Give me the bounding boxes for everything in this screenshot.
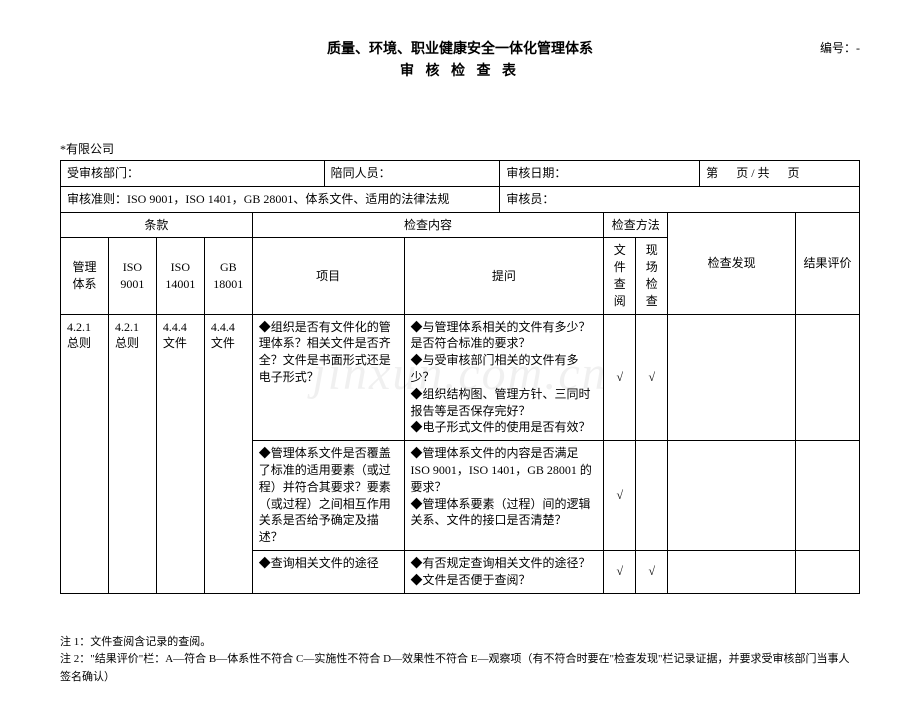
date-cell: 审核日期：	[500, 160, 700, 186]
col-findings: 检查发现	[668, 212, 796, 314]
cell-gb18001: 4.4.4 文件	[204, 314, 252, 593]
col-clause-group: 条款	[61, 212, 253, 238]
footnote-2: 注 2："结果评价"栏：A—符合 B—体系性不符合 C—实施性不符合 D—效果性…	[60, 651, 860, 686]
doc-no-label: 编号：	[820, 41, 856, 55]
cell-iso9001: 4.2.1 总则	[108, 314, 156, 593]
page-cell: 第 页 / 共 页	[700, 160, 860, 186]
cell-iso14001: 4.4.4 文件	[156, 314, 204, 593]
criteria-label: 审核准则：	[67, 192, 127, 206]
footnotes: 注 1：文件查阅含记录的查阅。 注 2："结果评价"栏：A—符合 B—体系性不符…	[60, 634, 860, 687]
cell-site: √	[636, 550, 668, 593]
col-site-check: 现场检查	[636, 238, 668, 314]
col-iso9001: ISO 9001	[108, 238, 156, 314]
col-question: 提问	[404, 238, 604, 314]
criteria-value: ISO 9001，ISO 1401，GB 28001、体系文件、适用的法律法规	[127, 192, 449, 206]
cell-item: ◆管理体系文件是否覆盖了标准的适用要素（或过程）并符合其要求？要素（或过程）之间…	[252, 441, 404, 551]
page-prefix: 第	[706, 166, 718, 180]
cell-result	[796, 441, 860, 551]
cell-item: ◆查询相关文件的途径	[252, 550, 404, 593]
page-suffix: 页	[788, 166, 800, 180]
col-doc-review: 文件查阅	[604, 238, 636, 314]
col-mgmt: 管理体系	[61, 238, 109, 314]
cell-result	[796, 314, 860, 441]
auditor-cell: 审核员：	[500, 186, 860, 212]
cell-site	[636, 441, 668, 551]
footnote-1: 注 1：文件查阅含记录的查阅。	[60, 634, 860, 652]
doc-no-value: -	[856, 41, 860, 55]
criteria-cell: 审核准则：ISO 9001，ISO 1401，GB 28001、体系文件、适用的…	[61, 186, 500, 212]
table-row: 4.2.1 总则 4.2.1 总则 4.4.4 文件 4.4.4 文件 ◆组织是…	[61, 314, 860, 441]
doc-number: 编号：-	[820, 40, 860, 57]
cell-findings	[668, 314, 796, 441]
cell-question: ◆有否规定查询相关文件的途径？ ◆文件是否便于查阅？	[404, 550, 604, 593]
cell-findings	[668, 441, 796, 551]
cell-doc: √	[604, 441, 636, 551]
cell-item: ◆组织是否有文件化的管理体系？相关文件是否齐全？文件是书面形式还是电子形式？	[252, 314, 404, 441]
col-result: 结果评价	[796, 212, 860, 314]
page-mid: 页 / 共	[736, 166, 769, 180]
cell-question: ◆管理体系文件的内容是否满足 ISO 9001，ISO 1401，GB 2800…	[404, 441, 604, 551]
col-check-content: 检查内容	[252, 212, 604, 238]
col-iso14001: ISO 14001	[156, 238, 204, 314]
company-name: *有限公司	[60, 141, 860, 158]
cell-result	[796, 550, 860, 593]
cell-findings	[668, 550, 796, 593]
meta-table: 受审核部门： 陪同人员： 审核日期： 第 页 / 共 页 审核准则：ISO 90…	[60, 160, 860, 213]
cell-doc: √	[604, 314, 636, 441]
cell-doc: √	[604, 550, 636, 593]
cell-mgmt: 4.2.1 总则	[61, 314, 109, 593]
col-item: 项目	[252, 238, 404, 314]
title-main: 质量、环境、职业健康安全一体化管理体系	[60, 40, 860, 60]
header: 质量、环境、职业健康安全一体化管理体系 审 核 检 查 表 编号：-	[60, 40, 860, 81]
col-gb18001: GB 18001	[204, 238, 252, 314]
cell-question: ◆与管理体系相关的文件有多少？是否符合标准的要求？ ◆与受审核部门相关的文件有多…	[404, 314, 604, 441]
accompany-cell: 陪同人员：	[324, 160, 500, 186]
cell-site: √	[636, 314, 668, 441]
dept-cell: 受审核部门：	[61, 160, 325, 186]
main-table: 条款 检查内容 检查方法 检查发现 结果评价 管理体系 ISO 9001 ISO…	[60, 212, 860, 594]
title-sub: 审 核 检 查 表	[60, 62, 860, 82]
col-method-group: 检查方法	[604, 212, 668, 238]
